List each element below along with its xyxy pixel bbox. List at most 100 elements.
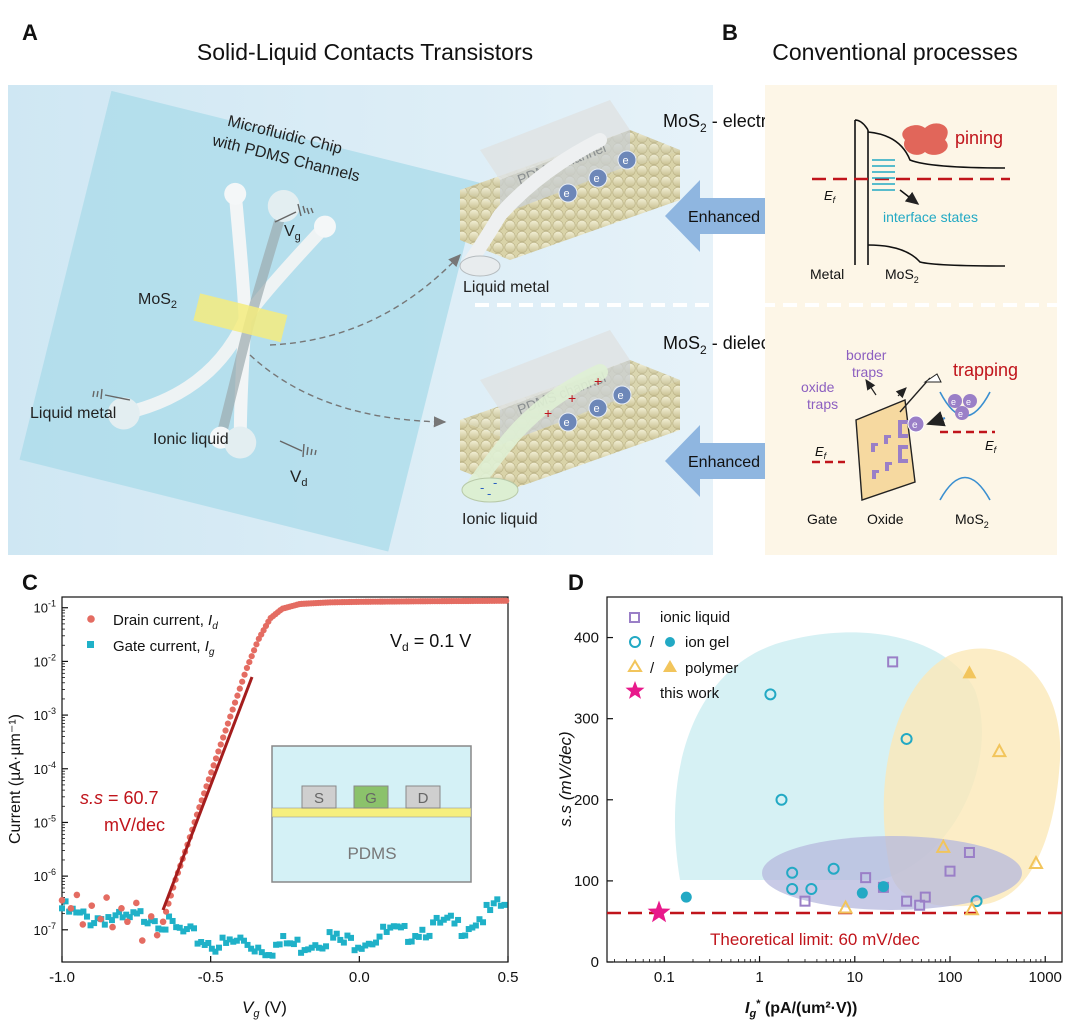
drain-point	[88, 902, 96, 909]
gate-point	[305, 946, 312, 953]
svg-text:e: e	[618, 390, 624, 402]
gate-point	[112, 912, 119, 919]
oxide-label: Oxide	[867, 511, 904, 527]
legend-gel: ion gel	[685, 634, 729, 651]
svg-text:+: +	[544, 405, 552, 421]
ss-unit: mV/dec	[104, 815, 165, 835]
gate-point	[248, 945, 255, 952]
gate-point	[205, 939, 212, 946]
chart-c-xtick-label: -1.0	[49, 969, 75, 986]
dashed-arrow-bottom	[249, 354, 447, 428]
gate-point	[323, 943, 330, 950]
drain-point	[58, 896, 66, 904]
ion-gel-point	[805, 883, 818, 895]
gate-point	[337, 936, 344, 943]
drain-point	[241, 671, 248, 678]
gate-point	[376, 933, 383, 940]
gate-point	[180, 928, 187, 935]
drain-point	[229, 706, 236, 713]
drain-point	[153, 931, 161, 939]
gate-point	[494, 896, 501, 903]
gate-point	[419, 926, 426, 933]
chart-d-ylabel: s.s (mV/dec)	[556, 731, 575, 826]
svg-text:-: -	[480, 480, 484, 495]
gate-point	[447, 912, 454, 919]
svg-text:-: -	[493, 475, 497, 490]
gate-point	[312, 942, 319, 949]
svg-text:D: D	[418, 790, 429, 807]
drain-point	[124, 918, 131, 926]
gate-point	[59, 905, 65, 912]
legend-ionic: ionic liquid	[660, 609, 730, 626]
panel-c: C -1.0 -0.5 0.0 0.5 10-7 10-6 10-5 10-4 10-3 10-2…	[7, 570, 518, 1020]
chart-d-ytick-label: 100	[574, 873, 599, 890]
ef-label-left: Ef	[815, 444, 828, 461]
gate-point	[290, 941, 297, 948]
gate-point	[212, 948, 219, 955]
drain-point	[205, 776, 212, 783]
interface-states-label: interface states	[883, 209, 978, 225]
oxide-traps-label-1: oxide	[801, 379, 835, 395]
gate-point	[465, 926, 472, 933]
gate-point	[480, 919, 487, 926]
drain-point	[208, 769, 215, 776]
ion-gel-filled-point	[856, 887, 868, 899]
ion-gel-point	[764, 688, 777, 701]
gate-point	[130, 909, 137, 916]
svg-text:e: e	[594, 173, 600, 185]
drain-point	[253, 641, 260, 648]
drain-point	[220, 734, 227, 741]
drain-point	[239, 678, 246, 685]
legend-gate: Gate current, Ig	[113, 638, 215, 658]
gate-point	[280, 933, 287, 940]
gate-point	[240, 937, 247, 944]
panel-b-background	[765, 85, 1057, 555]
inset-pdms-label: PDMS	[347, 844, 396, 863]
drain-point	[97, 915, 104, 923]
gate-point	[415, 933, 422, 940]
drain-point	[138, 937, 146, 944]
drain-point	[147, 913, 155, 920]
gate-point	[215, 944, 222, 951]
gate-point	[476, 916, 483, 923]
gate-point	[62, 898, 69, 905]
gate-point	[319, 945, 326, 952]
gate-point	[383, 928, 390, 935]
gate-point	[333, 930, 340, 937]
drain-point	[212, 755, 220, 762]
gate-point	[187, 923, 194, 930]
ion-gel-point	[970, 895, 983, 908]
chart-d-ytick-label: 0	[591, 954, 599, 971]
svg-text:e: e	[564, 188, 570, 200]
mos2-label-b: MoS2	[885, 266, 919, 285]
gate-point	[116, 908, 123, 915]
svg-text:e: e	[564, 417, 570, 429]
chart-d-xtick-label: 1000	[1029, 969, 1062, 986]
polymer-point	[935, 838, 951, 853]
gate-point	[148, 917, 155, 924]
gate-point	[315, 944, 322, 951]
polymer-point	[837, 899, 854, 914]
gate-point	[326, 929, 333, 936]
gate-point	[437, 919, 444, 926]
gate-point	[401, 922, 408, 929]
chart-d-ytick-label: 300	[574, 711, 599, 728]
drain-point	[248, 653, 255, 660]
drain-point	[159, 918, 167, 926]
ionic-liquid-point	[860, 872, 872, 884]
electron-trap-4: e	[912, 420, 918, 431]
gate-label: Gate	[807, 511, 838, 527]
gate-point	[451, 920, 458, 927]
drain-point	[67, 905, 75, 912]
chart-c-ylabel: Current (µA·µm⁻¹)	[7, 714, 24, 844]
gate-point	[358, 945, 365, 952]
chart-d-xlabel: Ig* (pA/(um²·V))	[745, 998, 857, 1020]
chart-c-ytick-label: 10-7	[34, 921, 56, 938]
vg-battery-icon	[274, 203, 314, 223]
chart-d-ytick-label: 400	[574, 630, 599, 647]
ionic-liquid-caption: Ionic liquid	[462, 511, 538, 528]
gate-point	[155, 925, 162, 932]
gate-point	[208, 945, 215, 952]
oxide-traps-label-2: traps	[807, 396, 838, 412]
band-diagram-dielectric	[812, 373, 995, 501]
